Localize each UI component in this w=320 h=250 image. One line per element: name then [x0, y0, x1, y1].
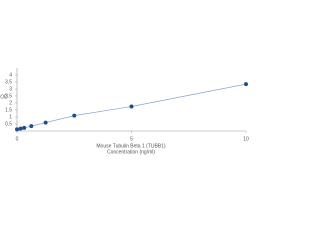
x-tick-label: 10 — [243, 136, 249, 142]
y-axis-label: OD — [0, 94, 8, 100]
data-point — [129, 104, 134, 109]
chart: OD Mouse Tubulin Beta 1 (TUBB1) Concentr… — [0, 68, 249, 155]
x-tick-label: 0 — [16, 136, 19, 142]
x-axis-label-2: Concentration (ng/ml) — [107, 149, 155, 155]
y-tick-label: 2 — [9, 100, 12, 106]
y-tick-label: 4 — [9, 72, 12, 78]
y-tick-label: 1.5 — [5, 107, 12, 113]
x-axis-label: Mouse Tubulin Beta 1 (TUBB1) — [96, 143, 166, 149]
data-point — [72, 113, 77, 118]
data-point — [22, 125, 27, 130]
data-point — [18, 126, 23, 131]
y-tick-label: 1 — [9, 114, 12, 120]
data-point — [244, 82, 248, 87]
y-tick-label: 2.5 — [5, 93, 12, 99]
x-tick-label: 5 — [130, 136, 133, 142]
y-tick-label: 0.5 — [5, 121, 12, 127]
y-tick-label: 3 — [9, 86, 12, 92]
data-point — [43, 120, 48, 125]
y-tick-label: 3.5 — [5, 79, 12, 85]
data-point — [15, 127, 19, 132]
data-point — [29, 124, 34, 129]
